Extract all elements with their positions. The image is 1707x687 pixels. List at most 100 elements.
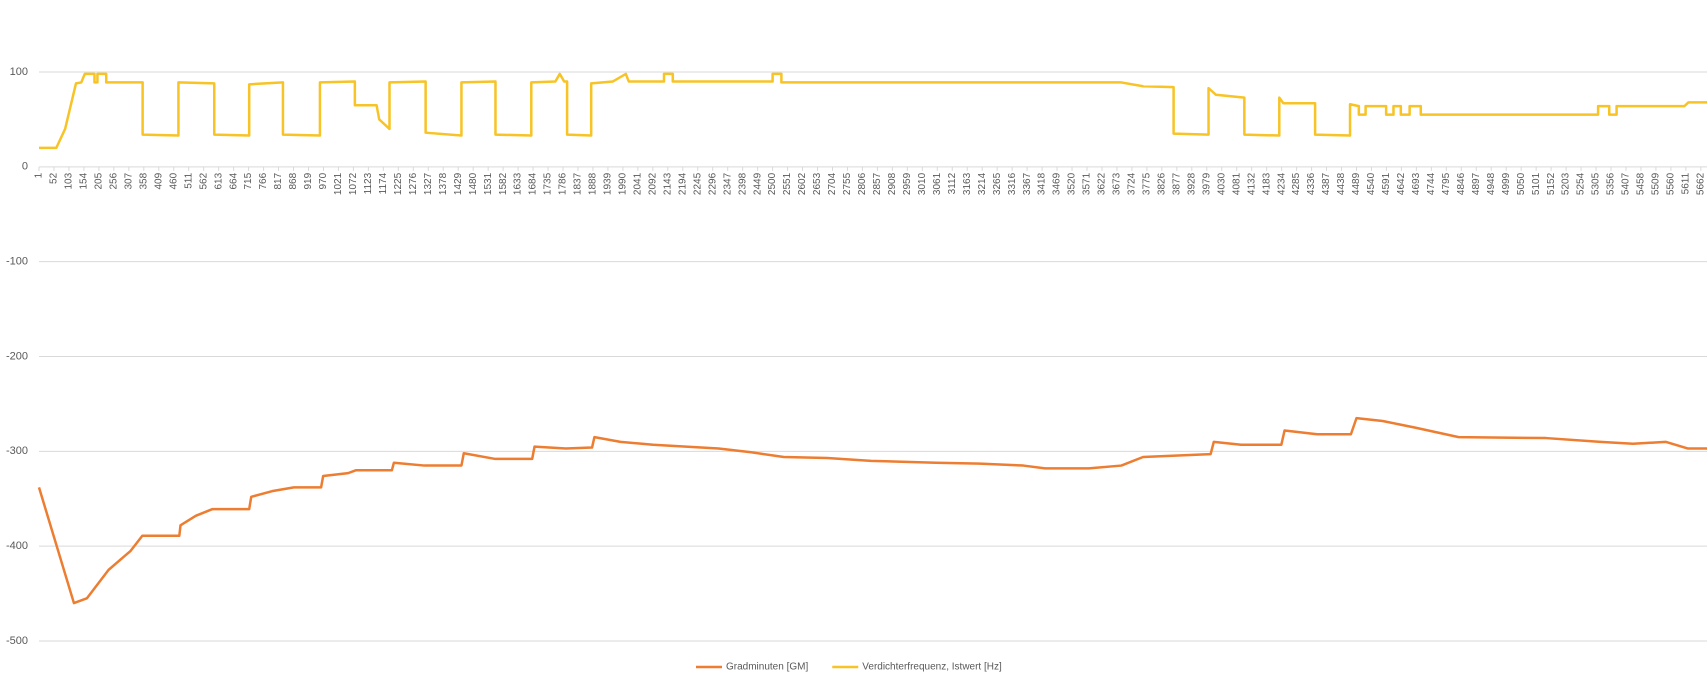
x-tick-label: 5509 (1651, 172, 1662, 195)
y-tick-label: 0 (22, 161, 28, 173)
x-tick-label: 5662 (1695, 172, 1706, 195)
x-tick-label: 2041 (633, 172, 644, 195)
x-tick-label: 3112 (947, 172, 958, 194)
x-tick-label: 3214 (977, 172, 988, 195)
x-tick-label: 5050 (1516, 172, 1527, 195)
x-tick-label: 5101 (1531, 172, 1542, 195)
x-tick-label: 4999 (1501, 172, 1512, 195)
x-tick-label: 1174 (378, 172, 389, 194)
y-tick-label: -200 (6, 350, 28, 362)
x-tick-label: 2398 (737, 172, 748, 195)
x-tick-label: 103 (64, 172, 75, 189)
x-tick-label: 3724 (1127, 172, 1138, 195)
x-tick-label: 5560 (1666, 172, 1677, 195)
x-tick-label: 2245 (692, 172, 703, 195)
x-tick-label: 3265 (992, 172, 1003, 195)
x-tick-label: 4387 (1321, 172, 1332, 195)
x-tick-label: 409 (153, 172, 164, 189)
x-tick-label: 1939 (603, 172, 614, 195)
series-line (39, 72, 1707, 150)
x-tick-label: 3571 (1082, 172, 1093, 195)
x-tick-label: 52 (49, 172, 60, 184)
x-tick-label: 4285 (1291, 172, 1302, 195)
x-tick-label: 4234 (1276, 172, 1287, 195)
x-tick-label: 3010 (917, 172, 928, 195)
x-tick-label: 3316 (1007, 172, 1018, 195)
x-tick-label: 1633 (513, 172, 524, 195)
x-tick-label: 1786 (558, 172, 569, 195)
x-tick-label: 3061 (932, 172, 943, 195)
legend-label: Verdichterfrequenz, Istwert [Hz] (862, 662, 1002, 673)
x-tick-label: 3979 (1201, 172, 1212, 195)
x-tick-label: 4795 (1441, 172, 1452, 195)
x-tick-label: 4693 (1411, 172, 1422, 195)
x-tick-label: 3673 (1112, 172, 1123, 195)
x-tick-label: 5356 (1606, 172, 1617, 195)
x-tick-label: 2653 (812, 172, 823, 195)
x-tick-label: 2092 (647, 172, 658, 195)
x-tick-label: 3418 (1037, 172, 1048, 195)
x-tick-label: 3928 (1186, 172, 1197, 195)
x-tick-label: 1327 (423, 172, 434, 195)
x-tick-label: 1531 (483, 172, 494, 195)
x-tick-label: 2908 (887, 172, 898, 195)
x-tick-label: 3826 (1157, 172, 1168, 195)
x-tick-label: 4744 (1426, 172, 1437, 195)
x-tick-label: 919 (303, 172, 314, 189)
series-line (37, 416, 1707, 605)
x-tick-label: 1378 (438, 172, 449, 195)
x-tick-label: 613 (213, 172, 224, 189)
x-tick-label: 664 (228, 172, 239, 189)
x-tick-label: 5458 (1636, 172, 1647, 195)
x-tick-label: 2551 (782, 172, 793, 195)
x-tick-label: 4897 (1471, 172, 1482, 195)
y-tick-label: 100 (10, 66, 28, 78)
x-tick-label: 307 (123, 172, 134, 189)
y-tick-label: -300 (6, 445, 28, 457)
x-tick-label: 256 (108, 172, 119, 189)
x-tick-label: 1990 (618, 172, 629, 195)
x-tick-label: 4438 (1336, 172, 1347, 195)
x-tick-label: 3775 (1142, 172, 1153, 195)
x-tick-label: 2296 (707, 172, 718, 195)
x-tick-label: 4591 (1381, 172, 1392, 195)
x-tick-label: 766 (258, 172, 269, 189)
x-tick-label: 1480 (468, 172, 479, 195)
x-tick-label: 5254 (1576, 172, 1587, 195)
x-tick-label: 1072 (348, 172, 359, 195)
x-tick-label: 2194 (677, 172, 688, 195)
x-tick-label: 817 (273, 172, 284, 189)
x-tick-label: 1735 (543, 172, 554, 195)
x-tick-label: 970 (318, 172, 329, 189)
x-tick-label: 1276 (408, 172, 419, 195)
y-tick-label: -400 (6, 540, 28, 552)
x-tick-label: 5152 (1546, 172, 1557, 195)
x-tick-label: 1123 (363, 172, 374, 194)
y-tick-label: -500 (6, 635, 28, 647)
x-tick-label: 2500 (767, 172, 778, 195)
x-tick-label: 3877 (1171, 172, 1182, 195)
x-tick-label: 4183 (1261, 172, 1272, 195)
x-tick-label: 1684 (528, 172, 539, 195)
x-tick-label: 2857 (872, 172, 883, 195)
x-tick-label: 3469 (1052, 172, 1063, 195)
x-tick-label: 1021 (333, 172, 344, 195)
x-tick-label: 4489 (1351, 172, 1362, 195)
x-tick-label: 4540 (1366, 172, 1377, 195)
x-tick-label: 562 (198, 172, 209, 189)
x-tick-label: 5305 (1591, 172, 1602, 195)
x-tick-label: 205 (94, 172, 105, 189)
x-tick-label: 2449 (752, 172, 763, 195)
x-tick-label: 3520 (1067, 172, 1078, 195)
x-tick-label: 3367 (1022, 172, 1033, 195)
x-tick-label: 3622 (1097, 172, 1108, 195)
x-tick-label: 5203 (1561, 172, 1572, 195)
x-tick-label: 2347 (722, 172, 733, 195)
x-tick-label: 1582 (498, 172, 509, 195)
x-tick-label: 4948 (1486, 172, 1497, 195)
x-tick-label: 2143 (662, 172, 673, 195)
x-tick-label: 460 (168, 172, 179, 189)
x-tick-label: 2755 (842, 172, 853, 195)
x-tick-label: 868 (288, 172, 299, 189)
x-tick-label: 1888 (588, 172, 599, 195)
